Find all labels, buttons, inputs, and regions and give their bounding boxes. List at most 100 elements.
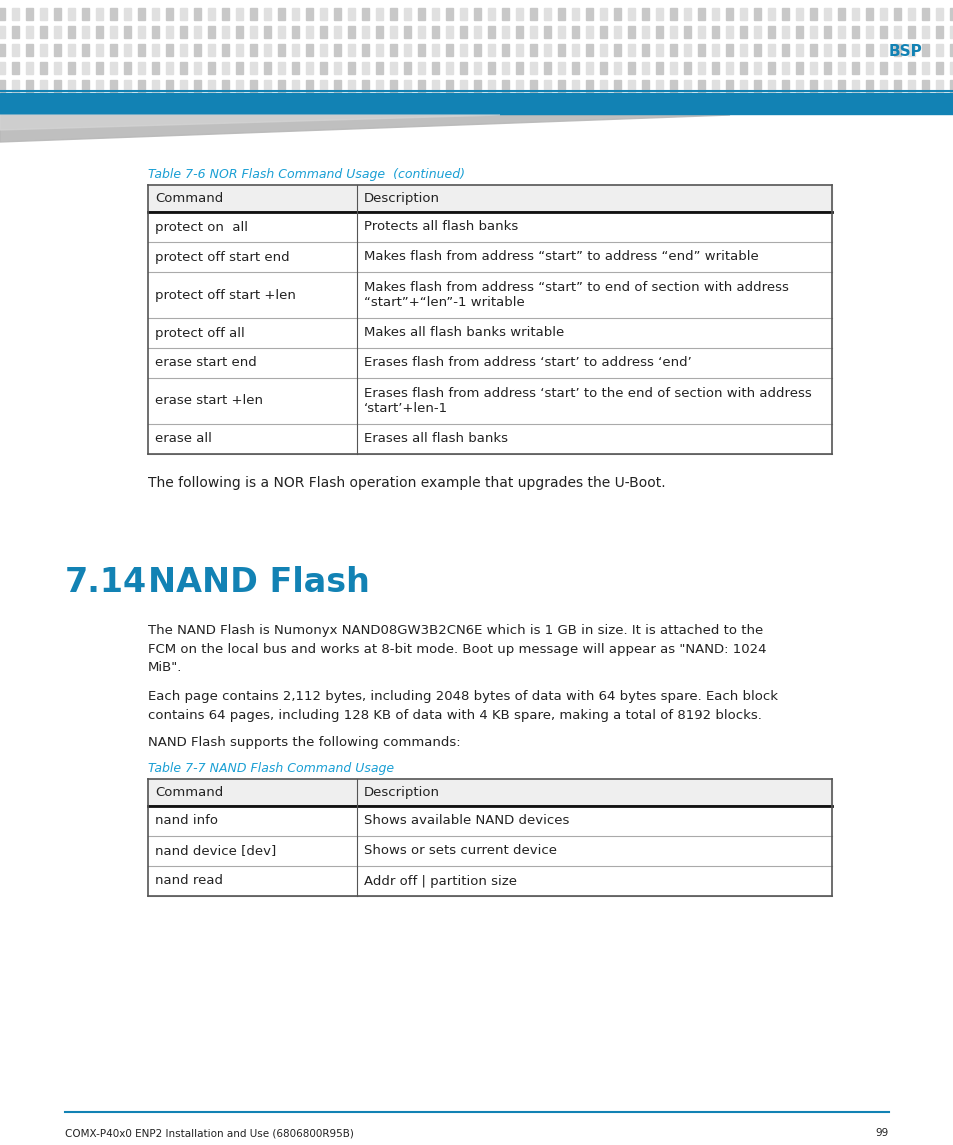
Bar: [880, 8, 886, 19]
Bar: [138, 80, 146, 92]
Bar: [264, 80, 272, 92]
Bar: [209, 8, 215, 19]
Bar: [335, 80, 341, 92]
Bar: [907, 8, 915, 19]
Bar: [894, 8, 901, 19]
Bar: [152, 8, 159, 19]
Bar: [810, 8, 817, 19]
Bar: [376, 8, 383, 19]
Bar: [894, 26, 901, 38]
Bar: [82, 44, 90, 56]
Bar: [293, 44, 299, 56]
Bar: [488, 62, 495, 74]
Bar: [167, 80, 173, 92]
Bar: [754, 44, 760, 56]
Bar: [194, 80, 201, 92]
Bar: [404, 26, 411, 38]
Bar: [236, 26, 243, 38]
Polygon shape: [0, 114, 729, 142]
Bar: [781, 44, 789, 56]
Bar: [96, 80, 103, 92]
Bar: [40, 62, 48, 74]
Text: erase start end: erase start end: [154, 356, 256, 370]
Text: Erases flash from address ‘start’ to address ‘end’: Erases flash from address ‘start’ to add…: [363, 356, 691, 370]
Bar: [376, 44, 383, 56]
Bar: [922, 44, 928, 56]
Bar: [418, 44, 425, 56]
Bar: [670, 26, 677, 38]
Bar: [148, 185, 831, 212]
Bar: [823, 62, 831, 74]
Bar: [530, 62, 537, 74]
Bar: [148, 318, 831, 348]
Bar: [894, 62, 901, 74]
Bar: [362, 26, 369, 38]
Bar: [264, 44, 272, 56]
Bar: [838, 62, 844, 74]
Bar: [614, 80, 620, 92]
Bar: [781, 8, 789, 19]
Bar: [838, 8, 844, 19]
Bar: [0, 62, 6, 74]
Bar: [180, 26, 188, 38]
Bar: [251, 8, 257, 19]
Bar: [810, 44, 817, 56]
Bar: [712, 80, 719, 92]
Bar: [236, 8, 243, 19]
Bar: [194, 44, 201, 56]
Text: Erases all flash banks: Erases all flash banks: [363, 433, 507, 445]
Bar: [390, 44, 397, 56]
Bar: [167, 44, 173, 56]
Text: The following is a NOR Flash operation example that upgrades the U-Boot.: The following is a NOR Flash operation e…: [148, 476, 665, 490]
Bar: [446, 80, 453, 92]
Bar: [656, 80, 662, 92]
Bar: [148, 424, 831, 455]
Text: Command: Command: [154, 192, 223, 205]
Polygon shape: [0, 114, 499, 131]
Bar: [852, 44, 859, 56]
Bar: [474, 44, 481, 56]
Bar: [865, 80, 873, 92]
Bar: [264, 8, 272, 19]
Bar: [293, 26, 299, 38]
Bar: [446, 26, 453, 38]
Bar: [712, 8, 719, 19]
Bar: [404, 62, 411, 74]
Bar: [167, 26, 173, 38]
Bar: [558, 62, 565, 74]
Bar: [614, 8, 620, 19]
Bar: [740, 44, 747, 56]
Bar: [376, 26, 383, 38]
Text: Makes flash from address “start” to address “end” writable: Makes flash from address “start” to addr…: [363, 251, 758, 263]
Bar: [460, 26, 467, 38]
Bar: [698, 62, 705, 74]
Bar: [404, 8, 411, 19]
Bar: [530, 8, 537, 19]
Bar: [880, 80, 886, 92]
Bar: [446, 44, 453, 56]
Bar: [460, 8, 467, 19]
Bar: [907, 26, 915, 38]
Bar: [949, 44, 953, 56]
Bar: [320, 26, 327, 38]
Bar: [572, 26, 578, 38]
Bar: [558, 44, 565, 56]
Bar: [656, 62, 662, 74]
Bar: [586, 8, 593, 19]
Bar: [432, 80, 439, 92]
Bar: [544, 62, 551, 74]
Bar: [823, 44, 831, 56]
Bar: [446, 8, 453, 19]
Bar: [180, 62, 188, 74]
Text: Protects all flash banks: Protects all flash banks: [363, 221, 517, 234]
Bar: [488, 80, 495, 92]
Bar: [670, 8, 677, 19]
Bar: [264, 62, 272, 74]
Text: BSP: BSP: [888, 45, 922, 60]
Bar: [558, 80, 565, 92]
Text: “start”+“len”-1 writable: “start”+“len”-1 writable: [363, 297, 524, 309]
Bar: [222, 80, 230, 92]
Bar: [614, 44, 620, 56]
Bar: [278, 44, 285, 56]
Bar: [796, 26, 802, 38]
